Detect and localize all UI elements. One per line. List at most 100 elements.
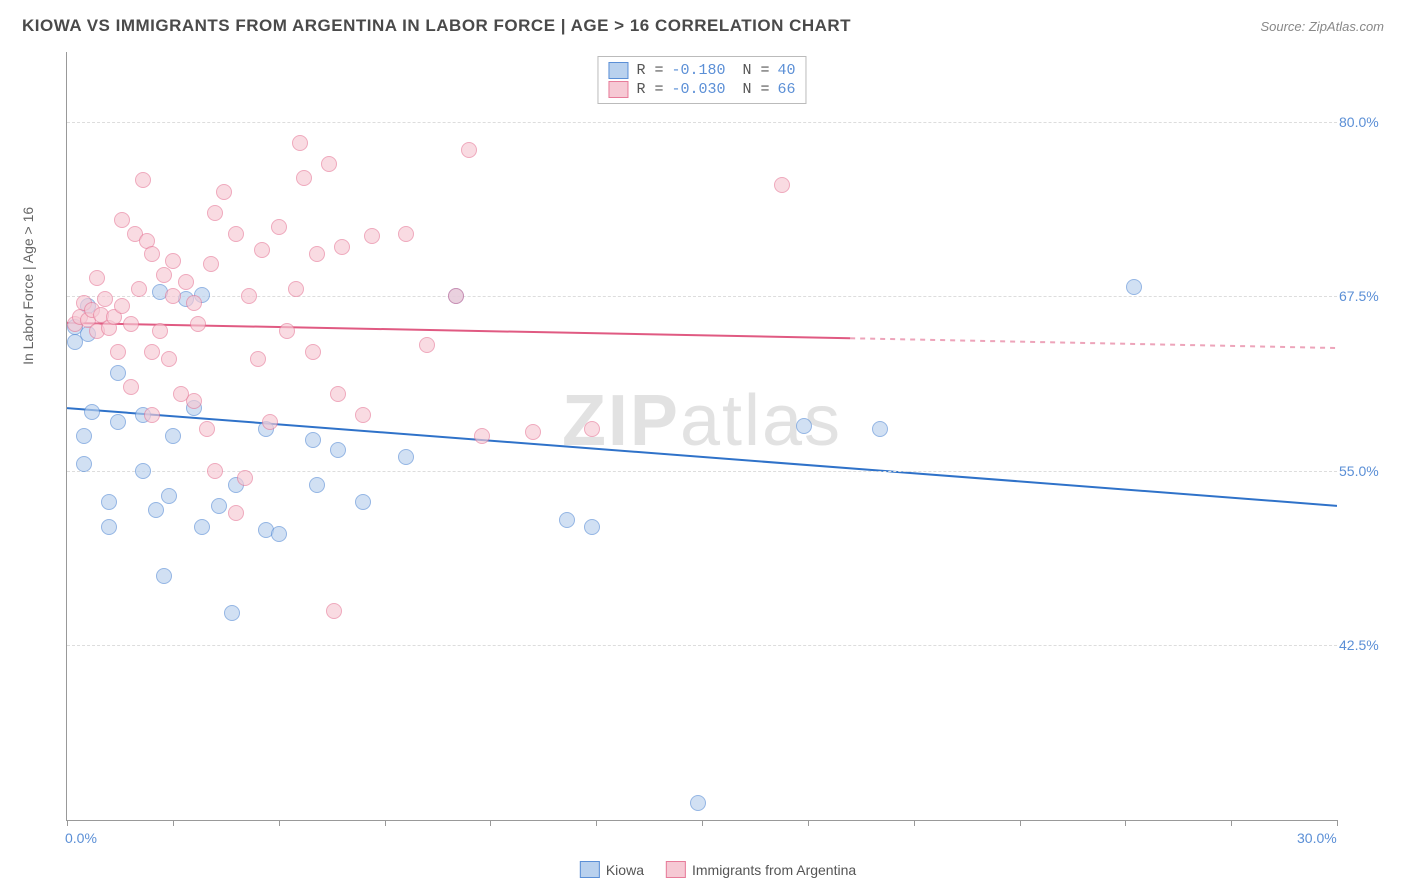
data-point [690, 795, 706, 811]
data-point [114, 298, 130, 314]
legend-series: Kiowa Immigrants from Argentina [580, 861, 856, 878]
xtick-label: 30.0% [1297, 830, 1337, 846]
data-point [123, 379, 139, 395]
data-point [474, 428, 490, 444]
data-point [161, 488, 177, 504]
xtick [385, 820, 386, 826]
data-point [774, 177, 790, 193]
data-point [326, 603, 342, 619]
data-point [207, 205, 223, 221]
data-point [224, 605, 240, 621]
data-point [211, 498, 227, 514]
data-point [355, 494, 371, 510]
data-point [305, 344, 321, 360]
data-point [525, 424, 541, 440]
data-point [1126, 279, 1142, 295]
data-point [156, 267, 172, 283]
data-point [89, 270, 105, 286]
data-point [207, 463, 223, 479]
data-point [144, 246, 160, 262]
xtick-label: 0.0% [65, 830, 97, 846]
legend-n-argentina: 66 [778, 81, 796, 98]
legend-item: Immigrants from Argentina [666, 861, 856, 878]
data-point [161, 351, 177, 367]
data-point [796, 418, 812, 434]
data-point [448, 288, 464, 304]
data-point [110, 344, 126, 360]
data-point [355, 407, 371, 423]
data-point [321, 156, 337, 172]
xtick [1231, 820, 1232, 826]
data-point [398, 226, 414, 242]
gridline [67, 296, 1337, 297]
legend-row-argentina: R = -0.030 N = 66 [608, 80, 795, 99]
data-point [186, 295, 202, 311]
xtick [702, 820, 703, 826]
data-point [228, 505, 244, 521]
xtick [67, 820, 68, 826]
legend-label: Kiowa [606, 862, 644, 878]
data-point [135, 172, 151, 188]
legend-row-kiowa: R = -0.180 N = 40 [608, 61, 795, 80]
data-point [584, 519, 600, 535]
swatch-argentina [608, 81, 628, 98]
plot-region: ZIPatlas R = -0.180 N = 40 R = -0.030 N … [66, 52, 1337, 821]
legend-n-label: N = [734, 62, 770, 79]
xtick [808, 820, 809, 826]
data-point [178, 274, 194, 290]
data-point [144, 344, 160, 360]
data-point [309, 477, 325, 493]
data-point [114, 212, 130, 228]
data-point [173, 386, 189, 402]
gridline [67, 645, 1337, 646]
xtick [279, 820, 280, 826]
data-point [584, 421, 600, 437]
ytick-label: 42.5% [1339, 637, 1387, 653]
data-point [110, 414, 126, 430]
data-point [148, 502, 164, 518]
data-point [872, 421, 888, 437]
data-point [305, 432, 321, 448]
legend-r-kiowa: -0.180 [671, 62, 725, 79]
data-point [309, 246, 325, 262]
data-point [165, 253, 181, 269]
chart-title: KIOWA VS IMMIGRANTS FROM ARGENTINA IN LA… [22, 16, 851, 36]
xtick [173, 820, 174, 826]
data-point [461, 142, 477, 158]
ytick-label: 55.0% [1339, 463, 1387, 479]
data-point [156, 568, 172, 584]
xtick [490, 820, 491, 826]
data-point [559, 512, 575, 528]
data-point [144, 407, 160, 423]
gridline [67, 471, 1337, 472]
data-point [199, 421, 215, 437]
data-point [330, 386, 346, 402]
data-point [165, 428, 181, 444]
data-point [194, 519, 210, 535]
data-point [292, 135, 308, 151]
legend-r-argentina: -0.030 [671, 81, 725, 98]
legend-r-label: R = [636, 81, 663, 98]
data-point [101, 494, 117, 510]
xtick [1020, 820, 1021, 826]
data-point [165, 288, 181, 304]
data-point [271, 526, 287, 542]
data-point [364, 228, 380, 244]
data-point [110, 365, 126, 381]
data-point [76, 428, 92, 444]
trend-lines [67, 52, 1337, 820]
data-point [123, 316, 139, 332]
data-point [190, 316, 206, 332]
xtick [1337, 820, 1338, 826]
chart-area: In Labor Force | Age > 16 ZIPatlas R = -… [50, 52, 1386, 852]
y-axis-label: In Labor Force | Age > 16 [20, 207, 36, 365]
gridline [67, 122, 1337, 123]
data-point [398, 449, 414, 465]
xtick [596, 820, 597, 826]
data-point [271, 219, 287, 235]
legend-label: Immigrants from Argentina [692, 862, 856, 878]
data-point [228, 226, 244, 242]
data-point [152, 323, 168, 339]
data-point [334, 239, 350, 255]
ytick-label: 80.0% [1339, 114, 1387, 130]
